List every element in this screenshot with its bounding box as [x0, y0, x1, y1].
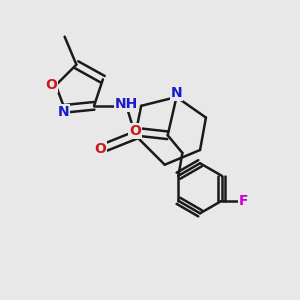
Text: O: O — [94, 142, 106, 156]
Text: O: O — [45, 78, 57, 92]
Text: NH: NH — [115, 98, 138, 111]
Text: N: N — [171, 85, 182, 100]
Text: N: N — [57, 105, 69, 119]
Text: O: O — [129, 124, 141, 138]
Text: F: F — [239, 194, 249, 208]
